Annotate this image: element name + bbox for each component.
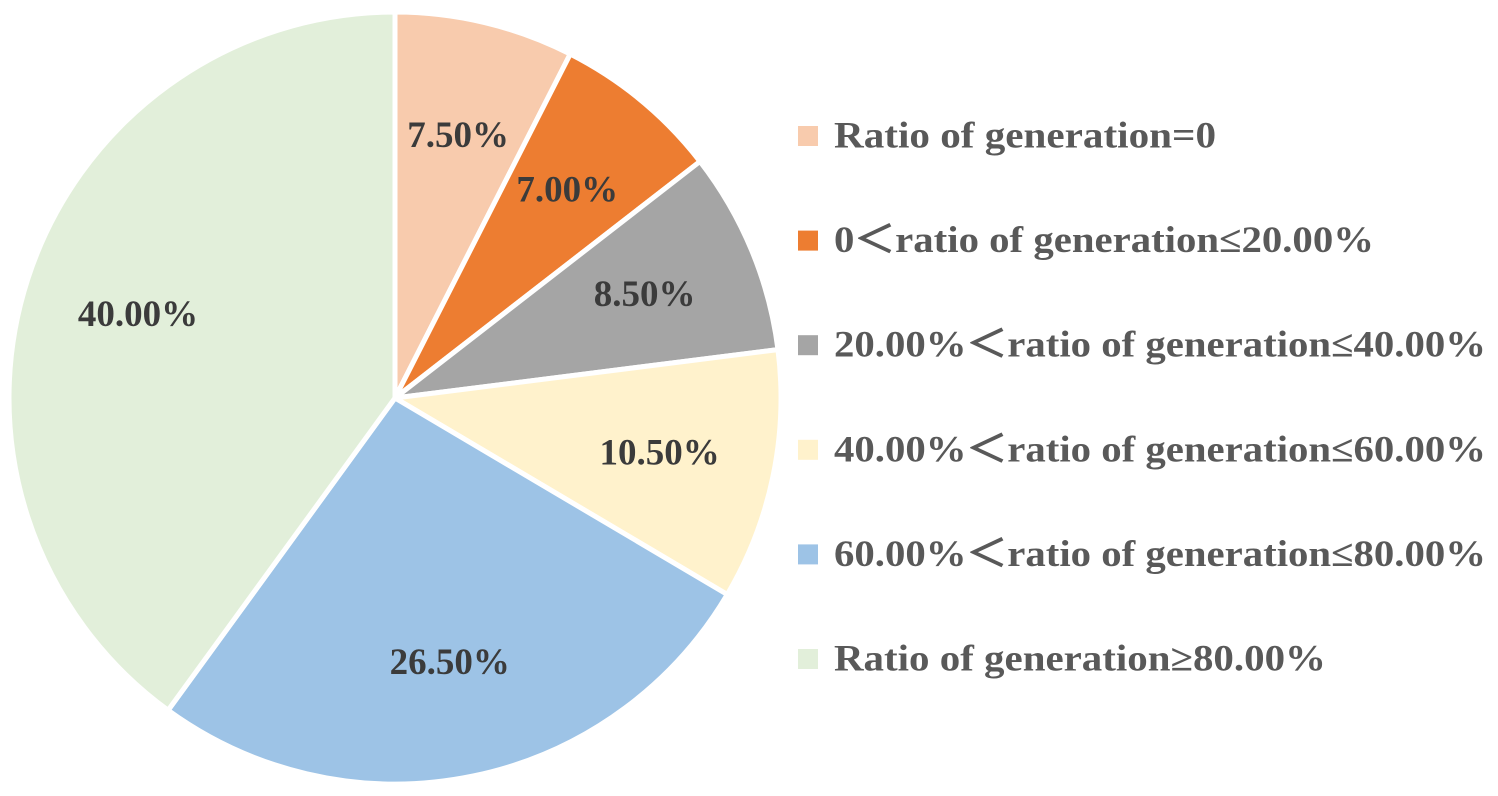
pie-slice-2 [392, 51, 703, 401]
legend-swatch-6 [798, 649, 818, 669]
pie-data-labels: 7.50%7.00% 8.50% 10.50% 26.50% 40.00% [78, 115, 720, 683]
legend-label-1: Ratio of generation=0 [834, 116, 1216, 157]
pie-slice-4 [392, 347, 784, 597]
pie-slice-5 [165, 395, 730, 787]
legend-label-4: 40.00%＜ratio of generation≤60.00% [834, 429, 1486, 470]
legend-swatch-5 [798, 544, 818, 565]
pie-slice-6 [6, 9, 398, 713]
legend-entry-3: 20.00%＜ratio of generation≤40.00% [798, 325, 1486, 366]
legend-label-3: 20.00%＜ratio of generation≤40.00% [834, 325, 1486, 366]
data-label-6: 40.00% [78, 294, 198, 335]
pie-slices [6, 9, 784, 787]
legend-swatch-3 [798, 335, 818, 356]
data-label-4: 10.50% [599, 432, 719, 473]
legend-swatch-2 [798, 230, 818, 251]
legend-entry-1: Ratio of generation=0 [798, 116, 1216, 157]
legend-entry-2: 0＜ratio of generation≤20.00% [798, 220, 1374, 261]
pie-slice-3 [392, 158, 781, 401]
legend-entry-6: Ratio of generation≥80.00% [798, 639, 1326, 680]
legend-label-5: 60.00%＜ratio of generation≤80.00% [834, 534, 1486, 575]
pie-slice-1 [392, 9, 573, 401]
data-label-5: 26.50% [390, 642, 510, 683]
data-label-2: 7.00% [516, 169, 618, 210]
legend-swatch-4 [798, 439, 818, 460]
legend-label-6: Ratio of generation≥80.00% [834, 639, 1326, 680]
legend-label-2: 0＜ratio of generation≤20.00% [834, 220, 1374, 261]
legend: Ratio of generation=0 0＜ratio of generati… [798, 116, 1486, 680]
legend-entry-4: 40.00%＜ratio of generation≤60.00% [798, 429, 1486, 470]
legend-entry-5: 60.00%＜ratio of generation≤80.00% [798, 534, 1486, 575]
data-label-3: 8.50% [594, 274, 696, 315]
data-label-1: 7.50% [407, 115, 509, 156]
legend-swatch-1 [798, 126, 818, 146]
